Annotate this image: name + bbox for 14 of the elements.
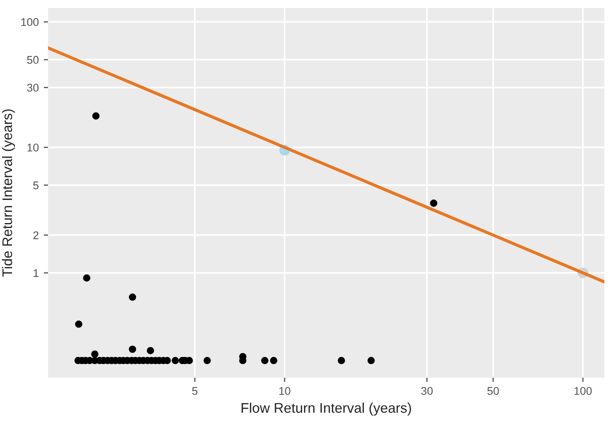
y-axis-title: Tide Return Interval (years) [2,109,15,277]
y-tick-label: 30 [27,84,39,92]
x-tick-label: 30 [421,387,433,395]
x-tick-label: 10 [279,387,290,395]
x-tick-label: 50 [487,387,499,395]
y-tick-label: 100 [21,18,39,26]
y-tick-label: 5 [33,182,39,190]
y-tick-label: 50 [27,56,39,64]
x-axis-title: Flow Return Interval (years) [242,402,412,416]
y-tick-label: 2 [33,231,38,240]
x-tick-label: 100 [574,387,592,395]
y-tick-label: 10 [27,144,39,152]
y-tick-label: 1 [34,269,38,277]
x-tick-label: 5 [192,387,198,395]
